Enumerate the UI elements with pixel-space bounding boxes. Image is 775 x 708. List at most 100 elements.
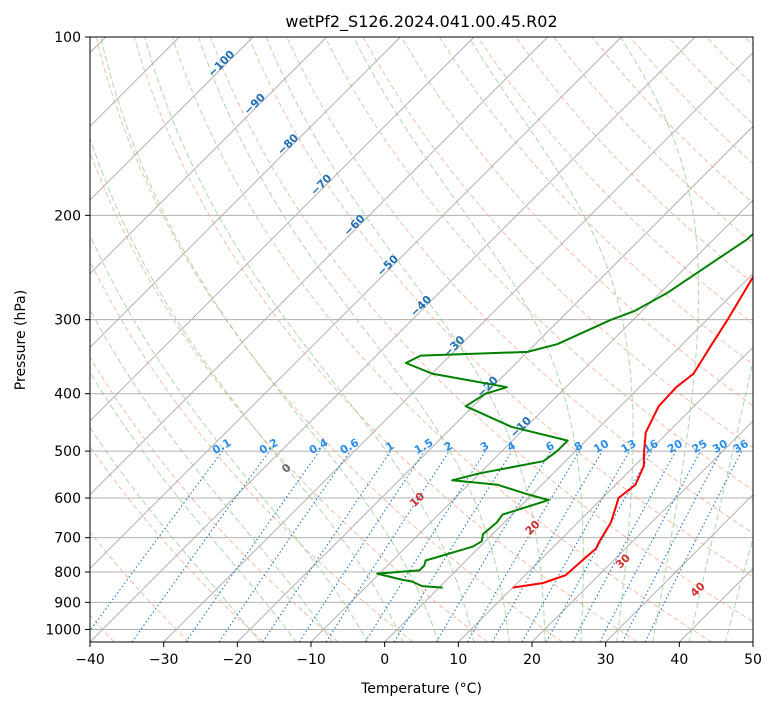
y-tick-label: 300 [54, 313, 81, 329]
y-tick-label: 700 [54, 531, 81, 547]
moist-adiabat-line [100, 37, 440, 642]
isotherm-label: −100 [205, 47, 237, 79]
dry-adiabat-line [90, 445, 264, 642]
mixing-ratio-label: 13 [619, 437, 639, 456]
isotherm-line [90, 37, 254, 201]
dry-adiabat-line [706, 37, 753, 86]
x-axis-ticks: −40 −30 −20 −10 0 10 20 30 40 50 [75, 642, 762, 668]
chart-title: wetPf2_S126.2024.041.00.45.R02 [285, 12, 557, 32]
x-tick-label: −40 [75, 652, 105, 668]
dewpoint-profile-line [376, 232, 753, 589]
isotherm-label: −80 [275, 131, 302, 158]
mixing-ratio-label: 0.1 [210, 436, 233, 457]
isotherm-label: −70 [308, 171, 335, 198]
mixing-ratio-line [131, 450, 270, 642]
dry-adiabat-line [668, 37, 753, 125]
x-tick-label: 50 [744, 652, 762, 668]
dry-adiabat-line [133, 37, 638, 642]
moist-adiabat-line [90, 233, 369, 642]
moist-adiabat-line [90, 136, 404, 642]
mixing-ratio-label: 8 [572, 439, 585, 454]
x-tick-label: 40 [670, 652, 688, 668]
dry-adiabat-line [515, 37, 753, 284]
y-tick-label: 900 [54, 595, 81, 611]
isotherm-label: −90 [241, 91, 268, 118]
mixing-ratio-label: 0.6 [338, 436, 362, 457]
mixing-ratio-label: 10 [591, 437, 611, 456]
isotherm-line [237, 125, 753, 642]
dry-adiabat-line [591, 37, 753, 204]
dry-adiabat-line [90, 150, 488, 642]
dry-adiabat-line [400, 37, 753, 407]
dry-adiabat-line [90, 531, 190, 642]
isotherm-line [90, 37, 401, 348]
moist-adiabat-line [468, 37, 634, 642]
mixing-ratio-line [185, 450, 320, 642]
mixing-ratio-label: 30 [710, 437, 730, 456]
moist-adiabat-label: 20 [523, 517, 543, 537]
isotherm-label: −20 [474, 373, 501, 400]
moist-adiabat-line [620, 37, 700, 642]
moist-adiabat-line [90, 426, 261, 642]
y-tick-label: 1000 [45, 622, 81, 638]
mixing-ratio-label: 25 [690, 437, 710, 456]
moist-adiabat-label: 0 [279, 461, 294, 476]
mixing-ratio-label: 1.5 [412, 436, 435, 457]
profile-series [376, 232, 753, 589]
x-tick-label: −30 [149, 652, 179, 668]
isotherm-line [90, 37, 696, 642]
mixing-ratio-label: 2 [442, 439, 455, 454]
x-tick-label: −20 [223, 652, 253, 668]
moist-adiabat-label: 10 [407, 490, 427, 510]
plot-frame [89, 36, 754, 643]
moist-adiabat-line [688, 358, 753, 642]
y-tick-label: 800 [54, 565, 81, 581]
moist-adiabat-line [353, 37, 584, 642]
mixing-ratio-line [644, 450, 743, 642]
y-tick-label: 200 [54, 208, 81, 224]
x-tick-label: 0 [380, 652, 389, 668]
y-axis-ticks: 100 200 300 400 500 600 700 800 900 1000 [45, 30, 90, 638]
mixing-ratio-label: 1 [383, 439, 396, 454]
x-tick-label: 20 [523, 652, 541, 668]
dry-adiabat-line [171, 37, 712, 642]
mixing-ratio-label: 3 [478, 439, 491, 454]
background-lines [90, 37, 753, 642]
dry-adiabat-line [248, 37, 753, 578]
isotherm-line [163, 52, 753, 642]
temperature-profile-line [512, 274, 753, 589]
dry-adiabat-line [95, 37, 563, 642]
moist-adiabat-label: 30 [613, 551, 633, 571]
y-tick-label: 600 [54, 491, 81, 507]
mixing-ratio-line [262, 450, 392, 642]
x-tick-label: 10 [449, 652, 467, 668]
isotherm-line [384, 273, 753, 642]
mixing-ratio-line [393, 450, 513, 642]
x-tick-label: −10 [296, 652, 326, 668]
mixing-ratio-label: 0.4 [307, 436, 331, 457]
y-tick-label: 400 [54, 387, 81, 403]
dry-adiabat-line [438, 37, 753, 366]
dry-adiabat-line [90, 356, 339, 642]
isotherm-label: −40 [408, 293, 435, 320]
dry-adiabat-line [210, 37, 753, 623]
mixing-ratio-line [90, 450, 223, 632]
moist-adiabat-line [144, 37, 475, 642]
isotherm-line [90, 37, 622, 569]
isotherm-label: −50 [374, 252, 401, 279]
moist-adiabat-line [90, 308, 333, 642]
moist-adiabat-line [725, 536, 753, 642]
dry-adiabat-line [324, 37, 753, 491]
mixing-ratio-line [599, 450, 701, 642]
isotherm-line [458, 346, 753, 642]
isotherm-line [90, 37, 548, 496]
mixing-ratio-line [545, 450, 653, 642]
mixing-ratio-line [325, 450, 450, 642]
moist-adiabat-line [265, 37, 546, 642]
mixing-ratio-line [298, 450, 425, 642]
x-axis-label: Temperature (°C) [360, 681, 482, 697]
moist-adiabat-line [198, 37, 510, 642]
x-tick-label: 30 [597, 652, 615, 668]
y-tick-label: 500 [54, 444, 81, 460]
